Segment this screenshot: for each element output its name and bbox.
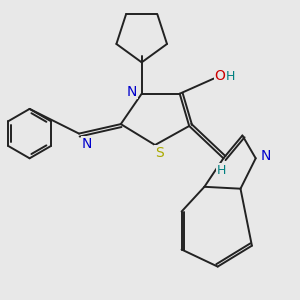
Text: N: N [82, 136, 92, 151]
Text: N: N [127, 85, 137, 99]
Text: N: N [260, 149, 271, 163]
Text: H: H [226, 70, 236, 83]
Text: S: S [154, 146, 164, 160]
Text: O: O [214, 70, 225, 83]
Text: H: H [217, 164, 226, 177]
